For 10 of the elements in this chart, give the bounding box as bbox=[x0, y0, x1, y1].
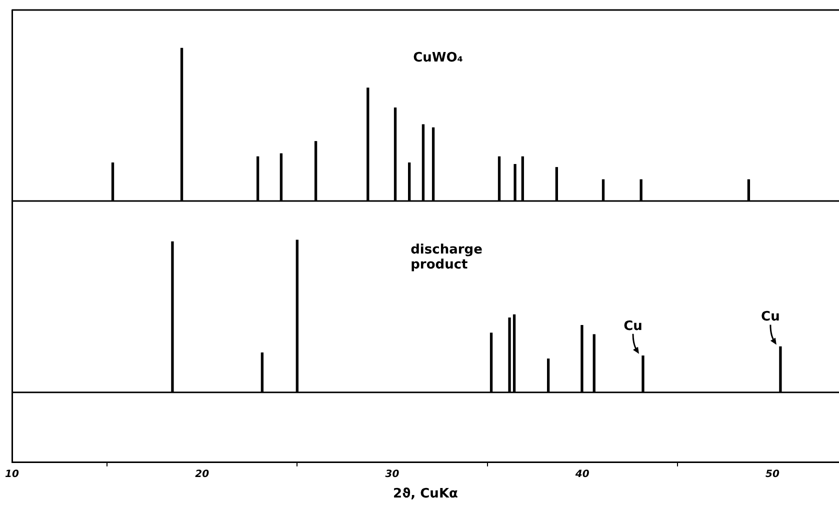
annotation: Cu bbox=[624, 318, 642, 334]
x-tick-label: 50 bbox=[766, 468, 780, 480]
x-tick-label: 10 bbox=[5, 468, 19, 480]
x-tick-label: 20 bbox=[195, 468, 210, 480]
text: CuWO₄ bbox=[413, 50, 464, 66]
annotation: Cu bbox=[761, 310, 780, 325]
x-tick-label: 30 bbox=[385, 468, 400, 480]
x-tick-label: 40 bbox=[574, 468, 590, 480]
text: discharge product bbox=[410, 242, 483, 272]
x-axis-title: 2ϑ, CuKα bbox=[393, 486, 458, 502]
